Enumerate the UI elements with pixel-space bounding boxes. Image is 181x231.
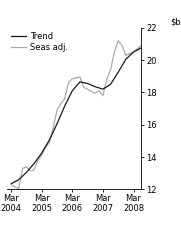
Legend: Trend, Seas adj.: Trend, Seas adj.: [11, 32, 68, 52]
Y-axis label: $b: $b: [171, 17, 181, 26]
